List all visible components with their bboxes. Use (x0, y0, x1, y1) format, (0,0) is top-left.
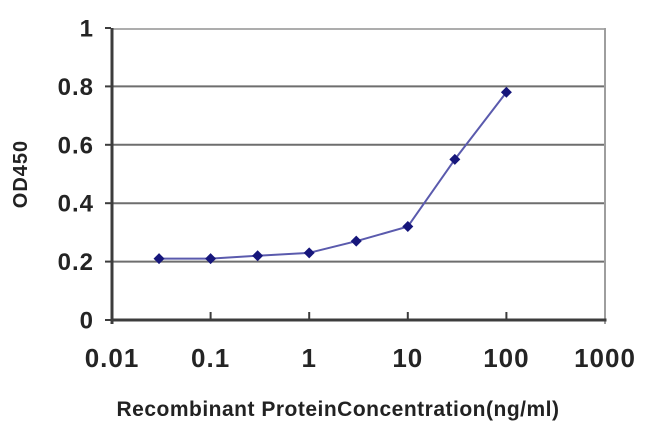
data-point-marker (500, 86, 512, 98)
x-tick-label: 10 (392, 343, 423, 373)
x-tick-label: 1 (301, 343, 316, 373)
y-tick-label: 0 (80, 308, 94, 335)
y-tick-label: 0.8 (58, 74, 94, 101)
y-tick-label: 0.2 (58, 249, 94, 276)
x-tick-label: 0.01 (85, 343, 140, 373)
data-point-marker (252, 250, 264, 262)
data-point-marker (350, 235, 362, 247)
x-axis-title: Recombinant ProteinConcentration(ng/ml) (116, 398, 560, 421)
y-tick-label: 0.6 (58, 132, 94, 159)
y-axis-title: OD450 (10, 139, 32, 209)
x-tick-label: 1000 (574, 343, 636, 373)
data-point-marker (153, 253, 165, 265)
y-tick-label: 0.4 (58, 191, 94, 218)
series-line (158, 91, 508, 260)
x-tick-label: 100 (483, 343, 529, 373)
data-point-marker (449, 153, 461, 165)
y-tick-label: 1 (80, 16, 94, 43)
data-point-marker (402, 221, 414, 233)
x-tick-label: 0.1 (191, 343, 230, 373)
data-point-marker (205, 253, 217, 265)
data-point-marker (303, 247, 315, 259)
